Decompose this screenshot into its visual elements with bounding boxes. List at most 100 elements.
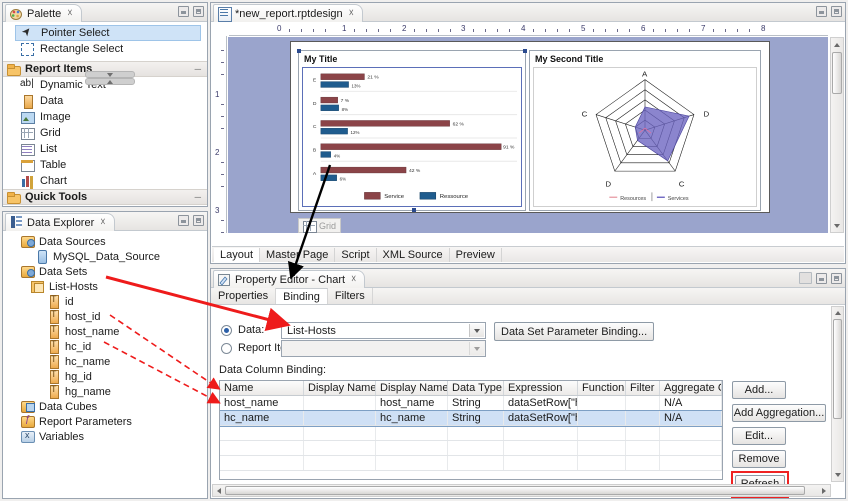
table-row-empty[interactable] <box>220 441 722 456</box>
table-row-empty[interactable] <box>220 426 722 441</box>
column-header-expression[interactable]: Expression <box>504 381 578 395</box>
scroll-right-arrow[interactable] <box>819 486 829 495</box>
tab-filters[interactable]: Filters <box>328 288 373 304</box>
palette-scroll-up[interactable] <box>85 78 135 85</box>
tree-item-data-sources[interactable]: Data Sources <box>3 234 207 249</box>
report-page[interactable]: My Title E 21 % <box>290 41 770 233</box>
column-header-display-name-id[interactable]: Display Name ID <box>304 381 376 395</box>
add-aggregation-button[interactable]: Add Aggregation... <box>732 404 826 422</box>
data-radio[interactable] <box>221 324 232 336</box>
scroll-down-arrow[interactable] <box>832 220 842 231</box>
tab-layout[interactable]: Layout <box>214 247 261 262</box>
close-icon[interactable]: ☓ <box>351 274 357 285</box>
palette-tab[interactable]: Palette ☓ <box>5 4 82 22</box>
data-column-binding-table[interactable]: Name Display Name ID Display Name Data T… <box>219 380 723 480</box>
report-item-radio[interactable] <box>221 342 232 354</box>
scroll-up-arrow[interactable] <box>832 39 842 50</box>
chart-bar-container[interactable]: My Title E 21 % <box>297 49 527 212</box>
minimize-icon[interactable] <box>816 272 827 284</box>
tree-item-data-cubes[interactable]: Data Cubes <box>3 399 207 414</box>
palette-item-image[interactable]: Image <box>3 109 207 125</box>
horizontal-ruler[interactable]: 0 1 2 3 4 5 6 7 8 <box>229 23 828 36</box>
table-row[interactable]: host_name host_name String dataSetRow["h… <box>220 396 722 411</box>
selection-handle[interactable] <box>523 49 527 53</box>
maximize-icon[interactable] <box>193 6 204 17</box>
collapse-icon[interactable]: ─ <box>194 64 201 74</box>
scroll-thumb[interactable] <box>832 52 842 94</box>
palette-tool-rectangle-select[interactable]: Rectangle Select <box>3 41 207 57</box>
chart-radar-container[interactable]: My Second Title <box>529 50 761 211</box>
data-explorer-tab[interactable]: Data Explorer ☓ <box>5 213 115 231</box>
property-editor-vertical-scrollbar[interactable] <box>831 306 844 482</box>
close-icon[interactable]: ☓ <box>100 217 106 228</box>
tree-item-hc-id[interactable]: hc_id <box>3 339 207 354</box>
editor-tab-new-report[interactable]: *new_report.rptdesign ☓ <box>213 4 363 22</box>
tree-item-hc-name[interactable]: hc_name <box>3 354 207 369</box>
tab-xml-source[interactable]: XML Source <box>377 247 450 262</box>
selection-handle[interactable] <box>297 49 301 53</box>
tree-item-host-name[interactable]: host_name <box>3 324 207 339</box>
grid-element-badge[interactable]: Grid <box>298 218 342 233</box>
column-header-function[interactable]: Function <box>578 381 626 395</box>
maximize-icon[interactable] <box>193 215 204 226</box>
close-icon[interactable]: ☓ <box>67 8 73 19</box>
column-header-data-type[interactable]: Data Type <box>448 381 504 395</box>
scroll-thumb[interactable] <box>833 319 842 419</box>
minimize-icon[interactable] <box>178 6 189 17</box>
scroll-thumb[interactable] <box>225 486 805 495</box>
scroll-left-arrow[interactable] <box>214 486 224 495</box>
palette-scroll-down[interactable] <box>85 71 135 78</box>
column-header-name[interactable]: Name <box>220 381 304 395</box>
tree-item-id[interactable]: id <box>3 294 207 309</box>
tree-item-report-parameters[interactable]: Report Parameters <box>3 414 207 429</box>
maximize-icon[interactable] <box>831 6 842 17</box>
remove-button[interactable]: Remove <box>732 450 786 468</box>
view-menu-icon[interactable] <box>799 272 812 284</box>
palette-item-list[interactable]: List <box>3 141 207 157</box>
design-canvas[interactable]: My Title E 21 % <box>228 37 828 233</box>
tree-item-mysql-data-source[interactable]: MySQL_Data_Source <box>3 249 207 264</box>
tab-properties[interactable]: Properties <box>211 288 277 304</box>
add-button[interactable]: Add... <box>732 381 786 399</box>
data-set-combo[interactable]: List-Hosts <box>281 322 486 339</box>
data-set-parameter-binding-button[interactable]: Data Set Parameter Binding... <box>494 322 655 341</box>
property-editor-horizontal-scrollbar[interactable] <box>212 484 831 497</box>
palette-tool-pointer-select[interactable]: Pointer Select <box>15 25 201 41</box>
column-header-filter[interactable]: Filter <box>626 381 660 395</box>
tree-item-hg-id[interactable]: hg_id <box>3 369 207 384</box>
palette-section-quick-tools[interactable]: Quick Tools ─ <box>3 189 207 205</box>
minimize-icon[interactable] <box>816 6 827 17</box>
tree-item-host-id[interactable]: host_id <box>3 309 207 324</box>
edit-button[interactable]: Edit... <box>732 427 786 445</box>
editor-vertical-scrollbar[interactable] <box>830 37 844 233</box>
scroll-down-arrow[interactable] <box>833 470 842 480</box>
selection-handle[interactable] <box>412 208 416 212</box>
palette-item-grid[interactable]: Grid <box>3 125 207 141</box>
tab-script[interactable]: Script <box>335 247 377 262</box>
tree-item-data-sets[interactable]: Data Sets <box>3 264 207 279</box>
maximize-icon[interactable] <box>831 272 842 284</box>
property-editor-tab[interactable]: Property Editor - Chart ☓ <box>213 270 366 288</box>
tab-master-page[interactable]: Master Page <box>260 247 336 262</box>
column-header-aggregate-on[interactable]: Aggregate On <box>660 381 722 395</box>
vertical-ruler[interactable]: 1 2 3 <box>212 36 227 233</box>
tree-item-list-hosts[interactable]: List-Hosts <box>3 279 207 294</box>
tab-preview[interactable]: Preview <box>450 247 502 262</box>
report-item-combo[interactable] <box>281 340 486 357</box>
scroll-up-arrow[interactable] <box>833 308 842 318</box>
tree-item-hg-name[interactable]: hg_name <box>3 384 207 399</box>
palette-item-chart[interactable]: Chart <box>3 173 207 189</box>
column-header-display-name[interactable]: Display Name <box>376 381 448 395</box>
tree-item-label: hc_name <box>65 355 111 368</box>
collapse-icon[interactable]: ─ <box>194 192 201 202</box>
palette-item-data[interactable]: Data <box>3 93 207 109</box>
minimize-icon[interactable] <box>178 215 189 226</box>
chevron-down-icon[interactable] <box>469 324 484 337</box>
chevron-down-icon[interactable] <box>469 342 484 355</box>
table-row-empty[interactable] <box>220 456 722 471</box>
close-icon[interactable]: ☓ <box>348 8 354 19</box>
tree-item-variables[interactable]: Variables <box>3 429 207 444</box>
palette-item-table[interactable]: Table <box>3 157 207 173</box>
tab-binding[interactable]: Binding <box>276 288 328 304</box>
table-row[interactable]: hc_name hc_name String dataSetRow["hc...… <box>220 410 722 427</box>
